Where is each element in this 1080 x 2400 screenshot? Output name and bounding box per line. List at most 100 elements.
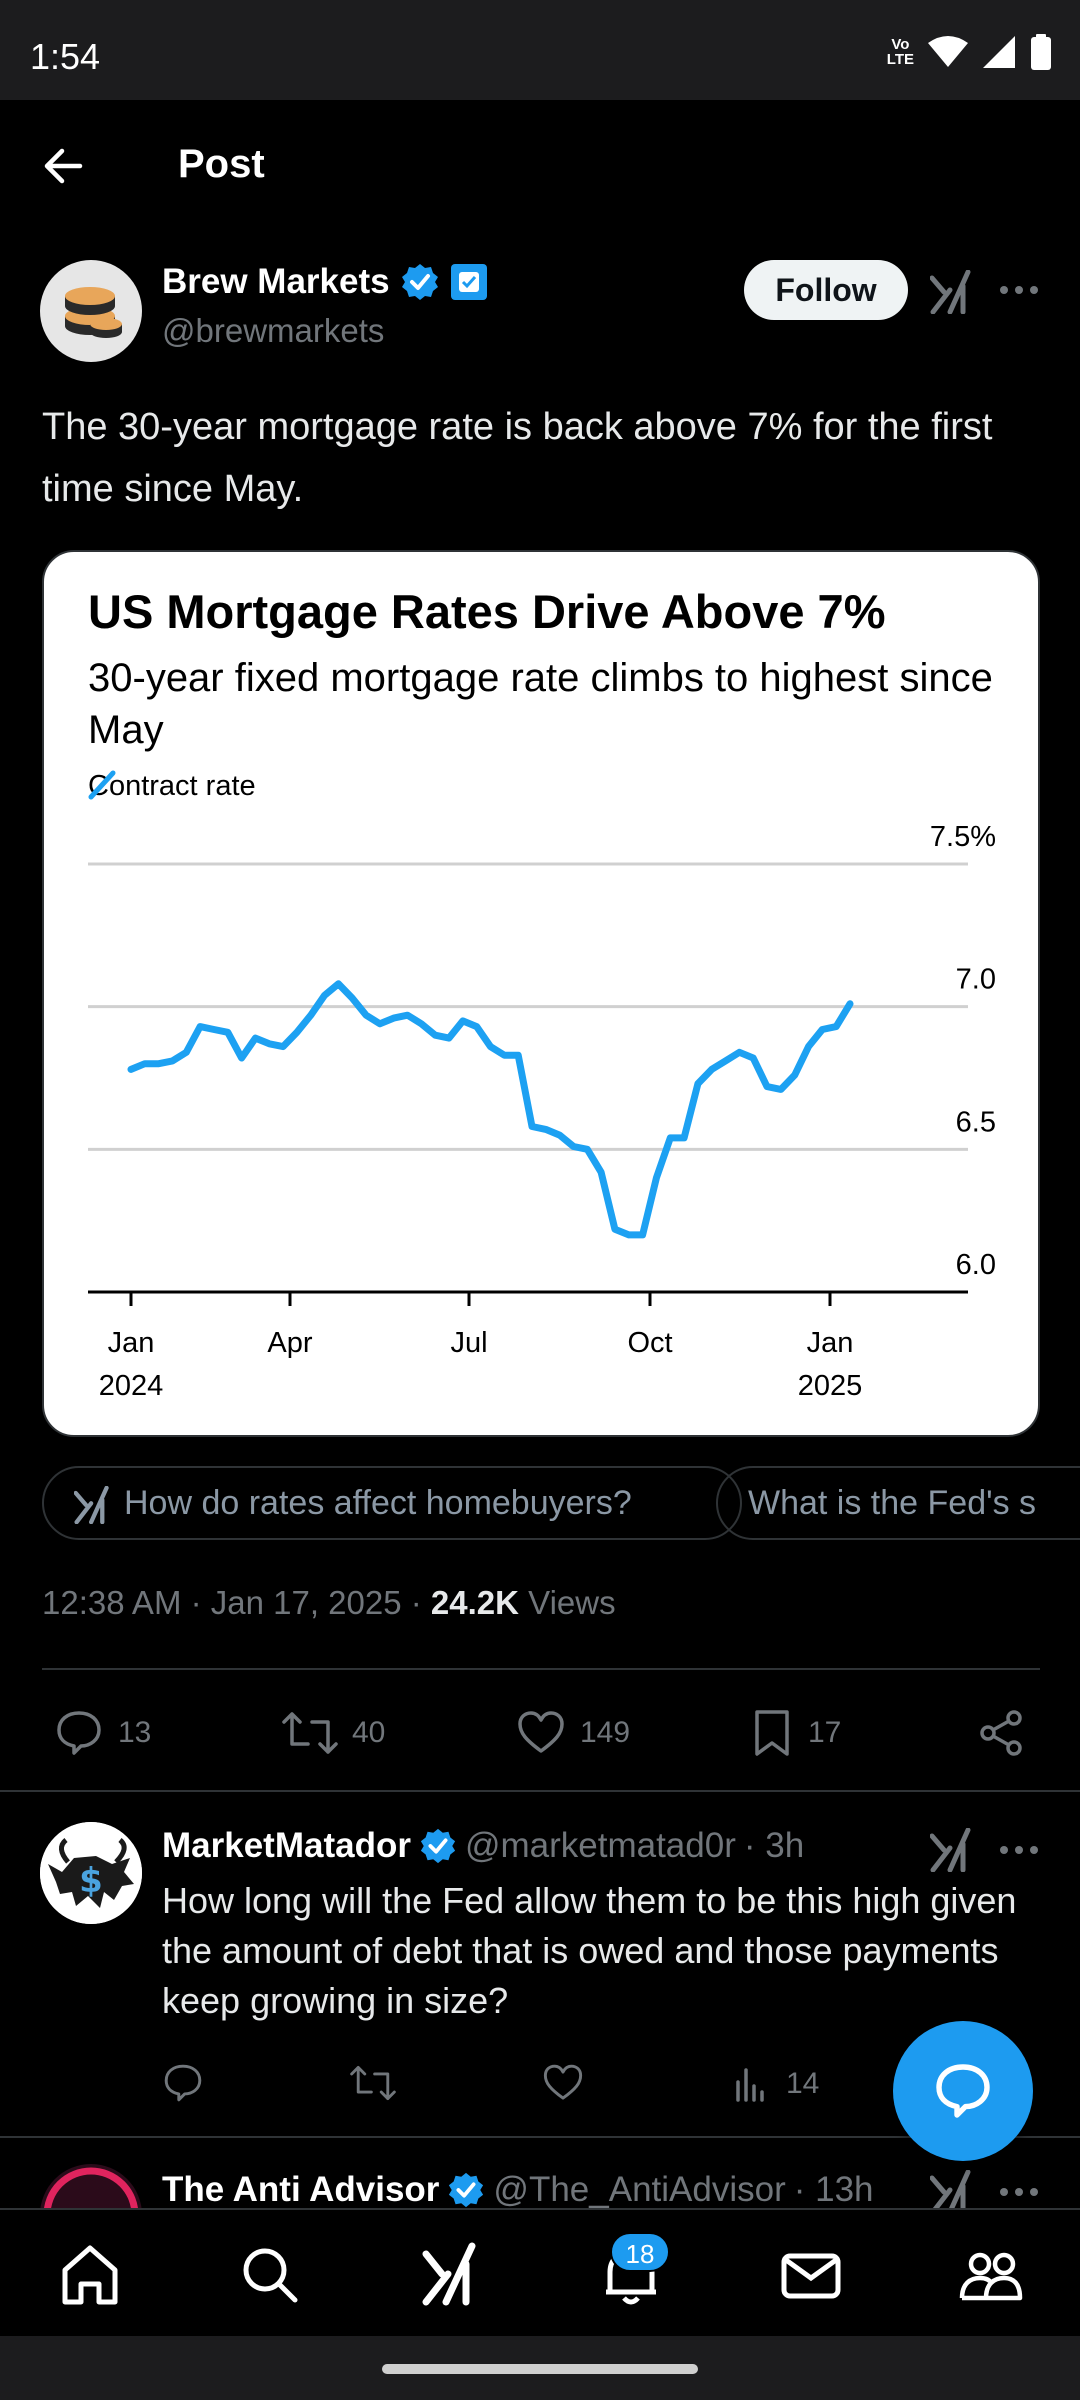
chart-x-tick-label: Oct [627,1327,672,1359]
like-count: 149 [580,1716,631,1749]
reply-author-name[interactable]: The Anti Advisor [162,2170,440,2208]
affiliate-badge-icon [450,264,487,300]
reply-item[interactable]: $ MarketMatador @marketmatad0r · 3h How … [0,1800,1080,2130]
page-title: Post [178,142,265,186]
battery-icon [1031,34,1051,70]
home-icon[interactable] [55,2240,125,2310]
repost-button[interactable]: 40 [282,1708,385,1758]
chart-y-tick-label: 6.5 [956,1106,996,1138]
more-options-icon[interactable] [1000,1846,1038,1854]
reply-icon [57,1711,101,1755]
views-label: Views [518,1584,616,1621]
views-count: 24.2K [430,1584,519,1621]
status-time: 1:54 [30,36,101,77]
avatar[interactable] [40,2164,142,2208]
chart-subtitle: 30-year fixed mortgage rate climbs to hi… [88,656,993,752]
grok-icon[interactable] [930,2170,972,2208]
post-meta: 12:38 AM · Jan 17, 2025 · 24.2K Views [42,1584,616,1622]
chart-y-tick-label: 7.5% [930,821,996,853]
chart-x-tick-label: Jan [807,1327,854,1359]
status-icons: Vo LTE [887,34,1052,70]
reply-count: 13 [118,1716,152,1749]
reply-button[interactable]: 13 [54,1708,151,1758]
more-options-icon[interactable] [1000,286,1038,294]
reply-bubble-icon [936,2064,990,2118]
chart-x-tick-year-label: 2025 [798,1370,863,1402]
chip-label: How do rates affect homebuyers? [124,1484,632,1522]
reply-time: · 13h [793,2170,874,2208]
svg-text:$: $ [79,1861,103,1901]
avatar[interactable]: $ [40,1822,142,1924]
follow-button[interactable]: Follow [744,260,908,320]
verified-badge-icon [449,2172,484,2208]
reply-item[interactable]: The Anti Advisor @The_AntiAdvisor · 13h [0,2140,1080,2208]
chart-x-tick-label: Jan [108,1327,155,1359]
system-home-bar [0,2336,1080,2400]
grok-suggestion-chips: How do rates affect homebuyers? What is … [42,1466,1080,1540]
like-button[interactable] [542,2062,584,2104]
communities-icon[interactable] [956,2240,1026,2310]
heart-icon [543,2064,583,2100]
bookmark-icon [755,1710,789,1756]
chart-y-tick-label: 6.0 [956,1249,996,1281]
reply-text: How long will the Fed allow them to be t… [162,1880,1017,2021]
search-icon[interactable] [235,2240,305,2310]
views-count: 14 [786,2067,820,2100]
share-button[interactable] [976,1708,1026,1758]
post-action-bar: 13 40 149 17 [0,1700,1080,1780]
wifi-icon [928,36,968,67]
line-chart: 7.5% 7.0 6.5 6.0 Jan 2024 Apr Jul Oct Jan 2025 [88,821,996,1402]
more-options-icon[interactable] [1000,2188,1038,2196]
reply-author-handle: @The_AntiAdvisor [493,2170,786,2208]
signal-icon [983,36,1015,68]
grok-icon [74,1486,109,1524]
bull-logo-icon: $ [40,1822,142,1924]
bookmark-count: 17 [808,1716,842,1749]
status-bar: 1:54 Vo LTE [0,0,1080,100]
bottom-nav: 18 [0,2208,1080,2336]
chart-x-tick-year-label: 2024 [99,1370,164,1402]
verified-badge-icon [401,264,438,300]
grok-icon[interactable] [930,270,972,314]
heart-icon [518,1711,564,1753]
post-text: The 30-year mortgage rate is back above … [42,406,993,510]
chart-card[interactable]: US Mortgage Rates Drive Above 7% 30-year… [42,550,1040,1437]
back-arrow-icon[interactable] [36,138,92,194]
repost-button[interactable] [350,2062,396,2104]
divider [0,1790,1080,1792]
reply-author-name[interactable]: MarketMatador [162,1826,411,1865]
grok-icon[interactable] [930,1828,972,1872]
chip-suggestion-2[interactable]: What is the Fed's s [716,1466,1080,1540]
coins-logo-icon [65,287,122,338]
share-icon [980,1710,1022,1756]
reply-header: MarketMatador @marketmatad0r · 3h [162,1826,804,1866]
author-name[interactable]: Brew Markets [162,262,390,301]
divider [42,1668,1040,1670]
chip-suggestion-1[interactable]: How do rates affect homebuyers? [42,1466,742,1540]
like-button[interactable]: 149 [516,1708,630,1758]
reply-button[interactable] [162,2062,204,2104]
repost-count: 40 [352,1716,386,1749]
reply-header: The Anti Advisor @The_AntiAdvisor · 13h [162,2170,874,2208]
chip-label: What is the Fed's s [748,1484,1037,1522]
repost-icon [282,1712,338,1754]
compose-reply-button[interactable] [893,2021,1033,2161]
chart-y-tick-label: 7.0 [956,964,996,996]
author-name-row: Brew Markets [162,262,488,302]
analytics-icon [736,2068,764,2102]
anti-advisor-logo-icon [44,2167,138,2208]
chart-x-tick-label: Apr [267,1327,312,1359]
volte-icon: Vo LTE [886,36,914,68]
home-indicator[interactable] [382,2364,698,2374]
legend-label: Contract rate [88,770,256,802]
divider [0,2136,1080,2138]
grok-icon[interactable] [416,2240,486,2310]
bookmark-button[interactable]: 17 [750,1708,841,1758]
avatar[interactable] [40,260,142,362]
notifications-badge: 18 [610,2232,670,2272]
views-button[interactable]: 14 [732,2064,819,2104]
legend-swatch [88,770,116,800]
messages-icon[interactable] [776,2240,846,2310]
post-author-row: Brew Markets @brewmarkets Follow [0,250,1080,370]
chart-legend: Contract rate [88,770,256,803]
